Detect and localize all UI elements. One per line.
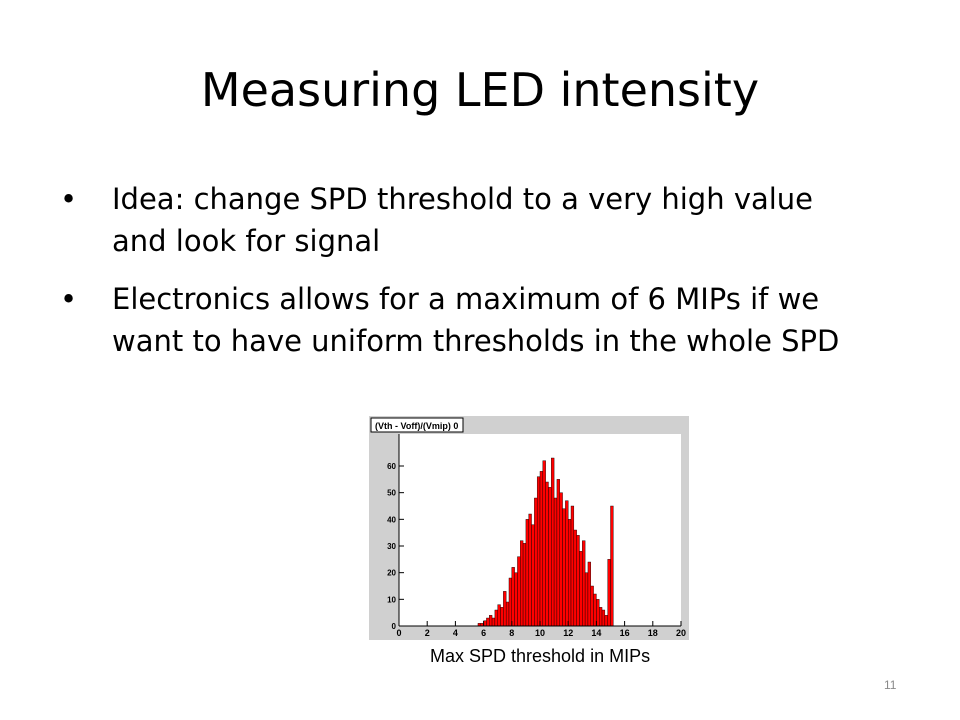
bullet-icon: • — [60, 182, 78, 216]
histogram-bar — [539, 471, 544, 627]
histogram-bar — [559, 492, 563, 627]
histogram-bar — [545, 481, 549, 627]
y-tick-label: 0 — [392, 622, 397, 631]
bullet-text: Electronics allows for a maximum of 6 MI… — [112, 282, 840, 358]
histogram-bar — [503, 591, 507, 627]
histogram-bar — [511, 567, 515, 627]
bullet-list: • Idea: change SPD threshold to a very h… — [60, 178, 860, 378]
x-tick-label: 2 — [425, 628, 430, 638]
x-tick-label: 10 — [535, 628, 545, 638]
y-tick-label: 30 — [387, 542, 396, 551]
histogram-bar — [520, 540, 524, 627]
histogram-bar — [494, 609, 498, 627]
histogram-bar — [556, 479, 560, 627]
y-tick-label: 50 — [387, 489, 396, 498]
histogram-bar — [491, 617, 496, 627]
x-tick-label: 0 — [396, 628, 401, 638]
histogram-bar — [514, 572, 518, 627]
histogram-bar — [489, 615, 493, 627]
histogram-bar — [570, 505, 575, 627]
histogram-bar — [536, 476, 541, 627]
x-tick-label: 4 — [453, 628, 458, 638]
bullet-item-idea: • Idea: change SPD threshold to a very h… — [60, 178, 860, 262]
y-tick-label: 40 — [387, 515, 396, 524]
histogram-bar — [599, 607, 603, 627]
histogram-bar — [607, 559, 611, 627]
bullet-text: Idea: change SPD threshold to a very hig… — [112, 182, 814, 258]
histogram-bar — [601, 609, 606, 627]
histogram-bar — [542, 460, 546, 627]
histogram-bar — [582, 540, 586, 627]
histogram-bar — [587, 561, 591, 627]
y-tick-label: 10 — [387, 595, 396, 604]
histogram-bar — [573, 529, 577, 627]
histogram-bar — [505, 601, 510, 627]
bars-group — [477, 457, 614, 627]
page-number: 11 — [884, 678, 897, 692]
histogram-bar — [522, 543, 527, 627]
histogram-bar — [553, 497, 558, 627]
histogram-bar — [590, 585, 594, 627]
chart-caption: Max SPD threshold in MIPs — [430, 646, 651, 666]
x-tick-label: 16 — [620, 628, 630, 638]
histogram-bar — [500, 607, 504, 627]
histogram-bar — [584, 572, 589, 627]
histogram-bar — [508, 577, 512, 627]
x-tick-label: 18 — [648, 628, 658, 638]
histogram-title-box — [370, 417, 464, 433]
histogram-bar — [531, 524, 535, 627]
histogram-bar — [610, 505, 614, 627]
histogram-svg: (Vth - Voff)/(Vmip) 0 0 2 4 6 8 10 12 14 16 18 20 … — [370, 417, 686, 638]
slide-title: Measuring LED intensity — [200, 63, 760, 117]
y-axis: 0 10 20 30 40 50 60 — [387, 434, 404, 631]
x-tick-label: 6 — [481, 628, 486, 638]
histogram-bar — [567, 519, 572, 627]
bullet-icon: • — [60, 282, 78, 316]
x-tick-label: 12 — [563, 628, 573, 638]
histogram-bar — [604, 615, 608, 627]
histogram-bar — [517, 556, 521, 627]
histogram-bar — [579, 551, 583, 627]
histogram-title: (Vth - Voff)/(Vmip) 0 — [375, 421, 458, 431]
histogram-bar — [486, 617, 490, 627]
y-tick-label: 60 — [387, 462, 396, 471]
x-tick-label: 20 — [676, 628, 686, 638]
histogram-bar — [562, 508, 566, 627]
histogram-bar — [528, 513, 532, 627]
x-tick-label: 14 — [591, 628, 601, 638]
x-axis: 0 2 4 6 8 10 12 14 16 18 20 — [396, 621, 686, 638]
histogram-bar — [534, 497, 538, 627]
threshold-histogram: (Vth - Voff)/(Vmip) 0 0 2 4 6 8 10 12 14 16 18 20 … — [369, 416, 689, 640]
histogram-bar — [525, 519, 529, 627]
histogram-bar — [576, 535, 580, 627]
histogram-bar — [565, 500, 569, 627]
bullet-item-electronics: • Electronics allows for a maximum of 6 … — [60, 278, 860, 362]
histogram-bar — [548, 487, 552, 627]
x-tick-label: 8 — [509, 628, 514, 638]
histogram-bar — [551, 457, 555, 627]
histogram-bar — [497, 604, 501, 627]
y-tick-label: 20 — [387, 569, 396, 578]
